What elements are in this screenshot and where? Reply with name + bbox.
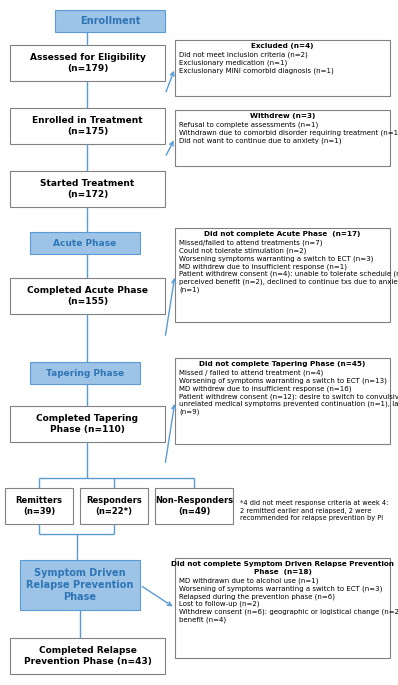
FancyBboxPatch shape xyxy=(155,488,233,524)
Text: Started Treatment
(n=172): Started Treatment (n=172) xyxy=(40,179,135,199)
FancyBboxPatch shape xyxy=(175,40,390,96)
FancyBboxPatch shape xyxy=(10,45,165,81)
Text: Did not meet inclusion criteria (n=2): Did not meet inclusion criteria (n=2) xyxy=(179,52,308,58)
FancyBboxPatch shape xyxy=(20,560,140,610)
Text: *4 did not meet response criteria at week 4:
2 remitted earlier and relapsed, 2 : *4 did not meet response criteria at wee… xyxy=(240,500,388,521)
Text: MD withdrew due to insufficient response (n=16): MD withdrew due to insufficient response… xyxy=(179,385,351,392)
Text: (n=1): (n=1) xyxy=(179,286,199,292)
Text: Patient withdrew consent (n=4): unable to tolerate schedule (n=1), lack of: Patient withdrew consent (n=4): unable t… xyxy=(179,271,398,277)
Text: Did not want to continue due to anxiety (n=1): Did not want to continue due to anxiety … xyxy=(179,137,341,144)
Text: MD withdrawn due to alcohol use (n=1): MD withdrawn due to alcohol use (n=1) xyxy=(179,577,318,584)
Text: Withdrew (n=3): Withdrew (n=3) xyxy=(250,113,315,119)
Text: Completed Acute Phase
(n=155): Completed Acute Phase (n=155) xyxy=(27,286,148,306)
Text: Lost to follow-up (n=2): Lost to follow-up (n=2) xyxy=(179,601,259,607)
Text: Completed Tapering
Phase (n=110): Completed Tapering Phase (n=110) xyxy=(37,414,139,434)
FancyBboxPatch shape xyxy=(10,638,165,674)
Text: Enrolled in Treatment
(n=175): Enrolled in Treatment (n=175) xyxy=(32,116,143,136)
Text: Refusal to complete assessments (n=1): Refusal to complete assessments (n=1) xyxy=(179,122,318,128)
Text: Assessed for Eligibility
(n=179): Assessed for Eligibility (n=179) xyxy=(29,53,145,73)
Text: Completed Relapse
Prevention Phase (n=43): Completed Relapse Prevention Phase (n=43… xyxy=(23,646,151,666)
Text: Responders
(n=22*): Responders (n=22*) xyxy=(86,496,142,516)
Text: Worsening of symptoms warranting a switch to ECT (n=3): Worsening of symptoms warranting a switc… xyxy=(179,585,382,592)
Text: Acute Phase: Acute Phase xyxy=(53,238,117,247)
Text: Symptom Driven
Relapse Prevention
Phase: Symptom Driven Relapse Prevention Phase xyxy=(26,568,134,602)
FancyBboxPatch shape xyxy=(175,228,390,322)
Text: Non-Responders
(n=49): Non-Responders (n=49) xyxy=(155,496,233,516)
Text: perceived benefit (n=2), declined to continue txs due to anxiety & agoraphobia: perceived benefit (n=2), declined to con… xyxy=(179,279,398,285)
FancyBboxPatch shape xyxy=(10,278,165,314)
Text: Worsening symptoms warranting a switch to ECT (n=3): Worsening symptoms warranting a switch t… xyxy=(179,256,373,262)
Text: MD withdrew due to insufficient response (n=1): MD withdrew due to insufficient response… xyxy=(179,263,347,269)
Text: Missed / failed to attend treatment (n=4): Missed / failed to attend treatment (n=4… xyxy=(179,370,323,376)
FancyBboxPatch shape xyxy=(5,488,73,524)
FancyBboxPatch shape xyxy=(55,10,165,32)
Text: Worsening of symptoms warranting a switch to ECT (n=13): Worsening of symptoms warranting a switc… xyxy=(179,377,387,384)
Text: Did not complete Tapering Phase (n=45): Did not complete Tapering Phase (n=45) xyxy=(199,361,366,367)
Text: Withdrew consent (n=6): geographic or logistical change (n=2), lack of perceived: Withdrew consent (n=6): geographic or lo… xyxy=(179,608,398,615)
Text: Exclusionary medication (n=1): Exclusionary medication (n=1) xyxy=(179,60,287,66)
Text: Relapsed during the prevention phase (n=6): Relapsed during the prevention phase (n=… xyxy=(179,593,335,599)
FancyBboxPatch shape xyxy=(80,488,148,524)
FancyBboxPatch shape xyxy=(175,558,390,658)
FancyBboxPatch shape xyxy=(10,406,165,442)
Text: Phase  (n=18): Phase (n=18) xyxy=(254,569,312,575)
Text: Did not complete Symptom Driven Relapse Prevention: Did not complete Symptom Driven Relapse … xyxy=(171,561,394,567)
Text: Remitters
(n=39): Remitters (n=39) xyxy=(16,496,62,516)
Text: Excluded (n=4): Excluded (n=4) xyxy=(251,43,314,49)
Text: Withdrawn due to comorbid disorder requiring treatment (n=1): Withdrawn due to comorbid disorder requi… xyxy=(179,129,398,136)
Text: benefit (n=4): benefit (n=4) xyxy=(179,616,226,623)
FancyBboxPatch shape xyxy=(10,108,165,144)
Text: Tapering Phase: Tapering Phase xyxy=(46,369,124,377)
Text: Enrollment: Enrollment xyxy=(80,16,140,26)
Text: Missed/failed to attend treatments (n=7): Missed/failed to attend treatments (n=7) xyxy=(179,240,322,246)
Text: (n=9): (n=9) xyxy=(179,408,199,415)
FancyBboxPatch shape xyxy=(10,171,165,207)
Text: Did not complete Acute Phase  (n=17): Did not complete Acute Phase (n=17) xyxy=(204,231,361,237)
Text: Patient withdrew consent (n=12): desire to switch to convulsive therapy (n=2),: Patient withdrew consent (n=12): desire … xyxy=(179,393,398,399)
FancyBboxPatch shape xyxy=(30,362,140,384)
FancyBboxPatch shape xyxy=(175,358,390,444)
Text: Could not tolerate stimulation (n=2): Could not tolerate stimulation (n=2) xyxy=(179,247,306,254)
Text: unrelated medical symptoms prevented continuation (n=1), lack of perceived benef: unrelated medical symptoms prevented con… xyxy=(179,401,398,408)
FancyBboxPatch shape xyxy=(175,110,390,166)
FancyBboxPatch shape xyxy=(30,232,140,254)
Text: Exclusionary MINI comorbid diagnosis (n=1): Exclusionary MINI comorbid diagnosis (n=… xyxy=(179,67,334,74)
